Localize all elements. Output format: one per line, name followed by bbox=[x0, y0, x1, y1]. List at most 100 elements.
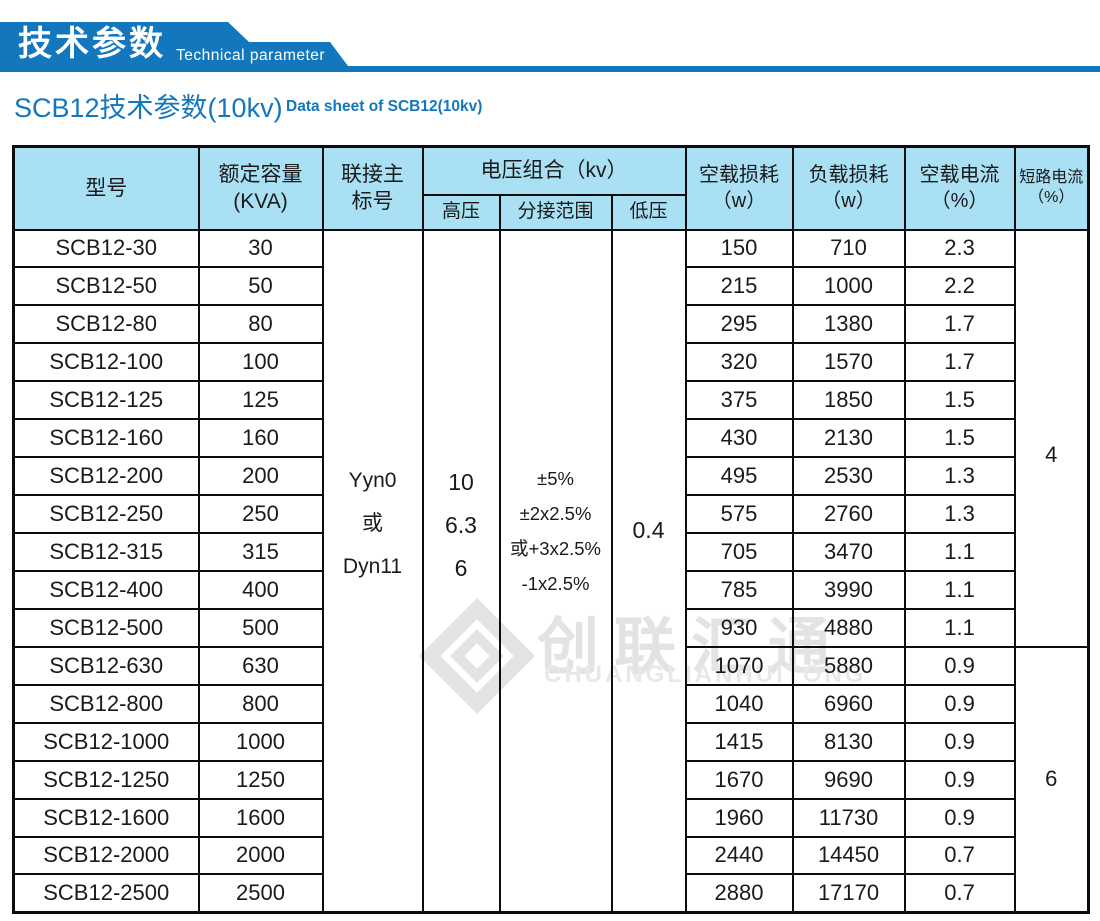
cell-kva: 30 bbox=[197, 228, 324, 269]
cell-model: SCB12-30 bbox=[12, 228, 200, 269]
cell-load-loss: 1000 bbox=[791, 266, 906, 307]
cell-no-load-loss: 930 bbox=[684, 607, 794, 648]
cell-model: SCB12-100 bbox=[12, 342, 200, 383]
cell-kva: 1000 bbox=[197, 721, 324, 762]
col-header-model: 型号 bbox=[12, 145, 200, 231]
cell-kva: 200 bbox=[197, 456, 324, 497]
cell-no-load-current: 2.3 bbox=[903, 228, 1016, 269]
cell-kva: 400 bbox=[197, 569, 324, 610]
cell-vector-group: Yyn0 或 Dyn11 bbox=[321, 228, 424, 914]
cell-no-load-loss: 2440 bbox=[684, 835, 794, 876]
cell-kva: 125 bbox=[197, 380, 324, 421]
cell-no-load-loss: 215 bbox=[684, 266, 794, 307]
cell-load-loss: 17170 bbox=[791, 873, 906, 914]
cell-model: SCB12-1000 bbox=[12, 721, 200, 762]
cell-kva: 315 bbox=[197, 532, 324, 572]
cell-no-load-loss: 295 bbox=[684, 304, 794, 345]
cell-hv-voltage: 10 6.3 6 bbox=[421, 228, 501, 914]
cell-load-loss: 9690 bbox=[791, 759, 906, 800]
cell-no-load-loss: 375 bbox=[684, 380, 794, 421]
cell-no-load-loss: 320 bbox=[684, 342, 794, 383]
table-row: SCB12-30 30 Yyn0 或 Dyn11 10 6.3 6 ±5% ±2x2.5%… bbox=[12, 228, 1090, 914]
cell-kva: 500 bbox=[197, 607, 324, 648]
table-row: SCB12-50 50 215 1000 2.2 bbox=[12, 266, 1089, 307]
cell-no-load-loss: 495 bbox=[684, 456, 794, 497]
cell-no-load-current: 0.7 bbox=[903, 835, 1016, 876]
cell-no-load-loss: 1070 bbox=[684, 645, 794, 686]
col-header-load-loss: 负载损耗 （w） bbox=[791, 145, 906, 231]
cell-no-load-loss: 1960 bbox=[684, 797, 794, 838]
cell-no-load-loss: 705 bbox=[684, 532, 794, 572]
cell-no-load-current: 2.2 bbox=[903, 266, 1016, 307]
banner-title-en: Technical parameter bbox=[176, 47, 326, 64]
table-row: SCB12-2000 2000 2440 14450 0.7 bbox=[12, 835, 1089, 876]
table-row: SCB12-1000 1000 1415 8130 0.9 bbox=[12, 721, 1089, 762]
table-row: SCB12-315 315 705 3470 1.1 bbox=[12, 532, 1089, 572]
cell-model: SCB12-200 bbox=[12, 456, 200, 497]
col-header-short-circuit-current: 短路电流 （%） bbox=[1013, 145, 1090, 231]
col-header-capacity: 额定容量 (KVA) bbox=[197, 145, 324, 231]
table-row: SCB12-1250 1250 1670 9690 0.9 bbox=[12, 759, 1089, 800]
table-row: SCB12-630 630 1070 5880 0.9 6 bbox=[12, 645, 1090, 914]
cell-model: SCB12-800 bbox=[12, 683, 200, 724]
cell-no-load-current: 1.5 bbox=[903, 418, 1016, 459]
cell-load-loss: 5880 bbox=[791, 645, 906, 686]
table-row: SCB12-160 160 430 2130 1.5 bbox=[12, 418, 1089, 459]
cell-model: SCB12-125 bbox=[12, 380, 200, 421]
cell-no-load-current: 1.1 bbox=[903, 569, 1016, 610]
cell-no-load-current: 0.9 bbox=[903, 759, 1016, 800]
cell-no-load-loss: 1415 bbox=[684, 721, 794, 762]
cell-no-load-current: 0.9 bbox=[903, 683, 1016, 724]
cell-no-load-loss: 1040 bbox=[684, 683, 794, 724]
cell-model: SCB12-1600 bbox=[12, 797, 200, 838]
cell-no-load-current: 1.1 bbox=[903, 532, 1016, 572]
cell-load-loss: 1850 bbox=[791, 380, 906, 421]
cell-no-load-current: 1.3 bbox=[903, 494, 1016, 534]
parameter-table: 型号 额定容量 (KVA) 联接主 标号 电压组合（kv） 空载损耗 （w） 负载损耗… bbox=[12, 145, 1091, 914]
cell-no-load-current: 1.7 bbox=[903, 304, 1016, 345]
table-row: SCB12-1600 1600 1960 11730 0.9 bbox=[12, 797, 1089, 838]
cell-kva: 630 bbox=[197, 645, 324, 686]
col-header-lv: 低压 bbox=[610, 193, 687, 231]
cell-no-load-loss: 575 bbox=[684, 494, 794, 534]
cell-kva: 1250 bbox=[197, 759, 324, 800]
cell-kva: 2500 bbox=[197, 873, 324, 914]
table-row: SCB12-100 100 320 1570 1.7 bbox=[12, 342, 1089, 383]
cell-load-loss: 14450 bbox=[791, 835, 906, 876]
cell-no-load-current: 1.3 bbox=[903, 456, 1016, 497]
cell-kva: 160 bbox=[197, 418, 324, 459]
banner-title-zh: 技术参数 bbox=[18, 25, 166, 63]
cell-no-load-current: 0.7 bbox=[903, 873, 1016, 914]
section-subtitle: Data sheet of SCB12(10kv) bbox=[286, 98, 483, 115]
cell-no-load-loss: 785 bbox=[684, 569, 794, 610]
cell-no-load-current: 1.1 bbox=[903, 607, 1016, 648]
cell-kva: 1600 bbox=[197, 797, 324, 838]
cell-tap-range: ±5% ±2x2.5% 或+3x2.5% -1x2.5% bbox=[498, 228, 613, 914]
table-row: SCB12-80 80 295 1380 1.7 bbox=[12, 304, 1089, 345]
col-header-voltage-combination: 电压组合（kv） bbox=[421, 145, 687, 196]
col-header-hv: 高压 bbox=[421, 193, 501, 231]
cell-load-loss: 2760 bbox=[791, 494, 906, 534]
cell-kva: 100 bbox=[197, 342, 324, 383]
cell-load-loss: 1380 bbox=[791, 304, 906, 345]
cell-load-loss: 11730 bbox=[791, 797, 906, 838]
cell-no-load-current: 1.7 bbox=[903, 342, 1016, 383]
cell-no-load-current: 0.9 bbox=[903, 797, 1016, 838]
col-header-tap-range: 分接范围 bbox=[498, 193, 613, 231]
cell-model: SCB12-500 bbox=[12, 607, 200, 648]
cell-model: SCB12-2500 bbox=[12, 873, 200, 914]
cell-no-load-loss: 2880 bbox=[684, 873, 794, 914]
table-row: SCB12-400 400 785 3990 1.1 bbox=[12, 569, 1089, 610]
cell-kva: 250 bbox=[197, 494, 324, 534]
cell-short-circuit-group1: 4 bbox=[1013, 228, 1090, 648]
cell-model: SCB12-50 bbox=[12, 266, 200, 307]
header-row-1: 型号 额定容量 (KVA) 联接主 标号 电压组合（kv） 空载损耗 （w） 负载损耗… bbox=[12, 145, 1090, 231]
cell-load-loss: 6960 bbox=[791, 683, 906, 724]
cell-kva: 800 bbox=[197, 683, 324, 724]
cell-model: SCB12-2000 bbox=[12, 835, 200, 876]
cell-model: SCB12-160 bbox=[12, 418, 200, 459]
section-title: SCB12技术参数(10kv) bbox=[14, 93, 283, 123]
cell-no-load-current: 1.5 bbox=[903, 380, 1016, 421]
table-row: SCB12-200 200 495 2530 1.3 bbox=[12, 456, 1089, 497]
